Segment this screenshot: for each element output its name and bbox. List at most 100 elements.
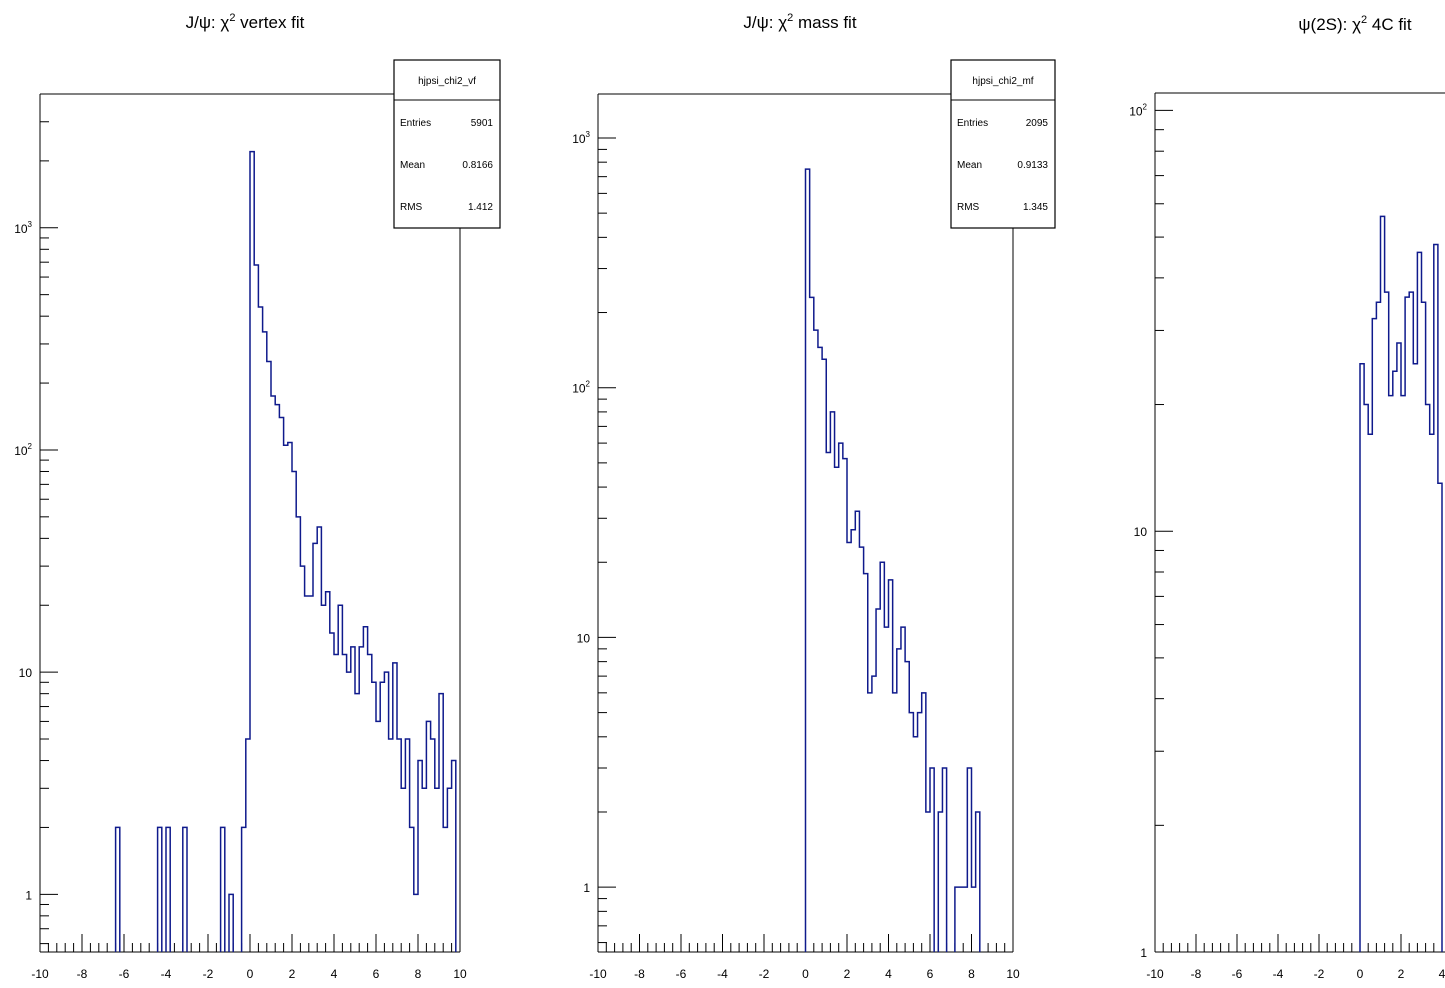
histogram-bin [410, 827, 414, 952]
histogram-bin [334, 655, 338, 952]
x-tick-label: 8 [968, 967, 975, 981]
histogram-bin [326, 592, 330, 952]
x-tick-label: 4 [331, 967, 338, 981]
histogram-bin [889, 580, 893, 952]
y-tick-base: 10 [572, 382, 586, 396]
stats-name: hjpsi_chi2_vf [418, 76, 476, 87]
y-tick-label: 102 [572, 380, 590, 396]
x-tick-label: 10 [1006, 967, 1020, 981]
title-prefix: J/ψ: χ [743, 13, 787, 32]
histogram-bin [401, 788, 405, 952]
y-tick-label: 1 [583, 881, 590, 895]
histogram-outline [1359, 215, 1443, 952]
x-tick-label: 8 [415, 967, 422, 981]
histogram-bin [1409, 292, 1413, 952]
y-tick-label: 103 [572, 130, 590, 146]
histogram-bin [806, 169, 810, 952]
x-tick-label: -10 [1146, 967, 1164, 981]
histogram-bin [183, 827, 187, 952]
histogram-bin [443, 827, 447, 952]
y-tick-base: 10 [14, 444, 28, 458]
y-tick-base: 10 [1129, 104, 1143, 118]
histogram-bin [258, 307, 262, 952]
x-tick-label: 4 [885, 967, 892, 981]
x-tick-label: -8 [77, 967, 88, 981]
histogram-bin [1385, 292, 1389, 952]
x-tick-label: 10 [453, 967, 467, 981]
y-tick-exponent: 2 [28, 442, 33, 451]
histogram-bin [359, 647, 363, 952]
histogram-bin [275, 405, 279, 952]
x-tick-label: 6 [373, 967, 380, 981]
histogram-bin [254, 265, 258, 952]
histogram-bin [830, 412, 834, 952]
histogram-bin [967, 768, 971, 952]
histogram-bin [288, 443, 292, 952]
panel-mass-fit: J/ψ: χ2 mass fit-10 -8 -6 -4 -2 0 2 4 6 8 10110102… [572, 12, 1056, 981]
x-tick-label: -8 [1191, 967, 1202, 981]
stats-label: RMS [400, 202, 423, 213]
histogram-bin [376, 721, 380, 952]
x-tick-label: -8 [634, 967, 645, 981]
histogram-bin [1364, 405, 1368, 952]
histogram-bin [368, 655, 372, 952]
histogram-bin [859, 547, 863, 952]
histogram-bin [246, 739, 250, 952]
histogram-bin [342, 655, 346, 952]
histogram-bin [976, 812, 980, 952]
histogram-bin [338, 605, 342, 952]
stats-label: Entries [400, 118, 431, 129]
title-suffix: 4C fit [1367, 15, 1412, 34]
histogram-bin [351, 647, 355, 952]
histogram-bin [347, 672, 351, 952]
x-tick-label: 4 [1439, 967, 1445, 981]
x-tick-label: 2 [1398, 967, 1405, 981]
histogram-bin [397, 739, 401, 952]
y-tick-label: 1 [1140, 946, 1147, 960]
histogram-bin [380, 682, 384, 952]
histogram-bin [263, 332, 267, 952]
histogram-bin [963, 887, 967, 952]
y-tick-exponent: 2 [586, 380, 591, 389]
histogram-bin [166, 827, 170, 952]
x-tick-label: -10 [589, 967, 607, 981]
histogram-bin [267, 362, 271, 952]
histogram-bin [271, 396, 275, 952]
y-tick-label: 10 [577, 631, 591, 645]
x-tick-label: -4 [717, 967, 728, 981]
histogram-bin [942, 768, 946, 952]
x-tick-label: 0 [1357, 967, 1364, 981]
y-tick-label: 103 [14, 220, 32, 236]
histogram-bin [393, 663, 397, 952]
x-tick-label: -6 [1232, 967, 1243, 981]
histogram-bin [355, 694, 359, 952]
histogram-bin [384, 672, 388, 952]
y-tick-base: 10 [1134, 525, 1148, 539]
x-tick-label: -6 [676, 967, 687, 981]
title-superscript: 2 [1361, 14, 1367, 26]
y-tick-base: 10 [14, 222, 28, 236]
histogram-bin [221, 827, 225, 952]
histogram-bin [452, 761, 456, 952]
x-tick-label: -2 [759, 967, 770, 981]
x-tick-label: 0 [802, 967, 809, 981]
histogram-bin [284, 445, 288, 952]
histogram-bin [897, 649, 901, 952]
y-tick-base: 10 [572, 132, 586, 146]
histogram-bin [313, 543, 317, 952]
histogram-bin [405, 739, 409, 952]
histogram-bin [868, 693, 872, 952]
histogram-bin [1389, 396, 1393, 952]
histogram-bin [435, 788, 439, 952]
histogram-bin [835, 467, 839, 952]
histogram-outline [114, 150, 457, 952]
histogram-bin [938, 812, 942, 952]
histogram-bin [814, 330, 818, 952]
histogram-bin [839, 443, 843, 952]
histogram-bin [847, 542, 851, 952]
histogram-bin [884, 627, 888, 952]
title-suffix: vertex fit [235, 13, 304, 32]
x-tick-label: 6 [927, 967, 934, 981]
stats-value: 0.9133 [1017, 160, 1048, 171]
